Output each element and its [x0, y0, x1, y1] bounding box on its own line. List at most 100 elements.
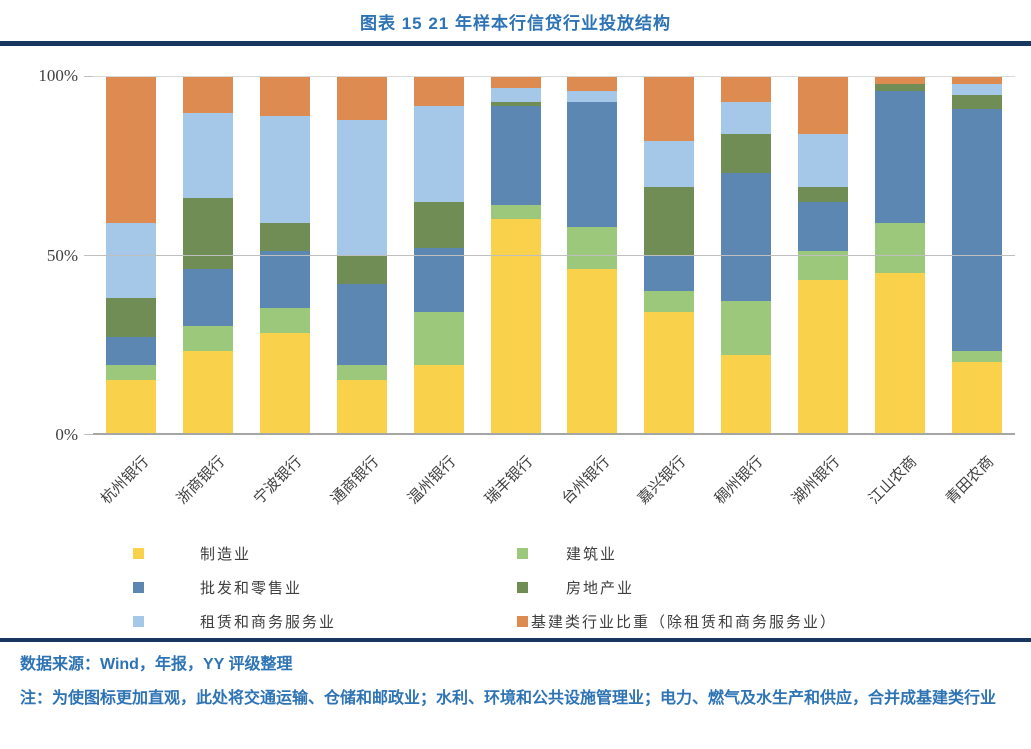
x-axis-label-text: 湖州银行 [789, 453, 844, 508]
bar-segment [797, 251, 848, 280]
chart-title: 图表 15 21 年样本行信贷行业投放结构 [360, 14, 671, 33]
bar-segment [490, 77, 541, 88]
note-text: 注：为使图标更加直观，此处将交通运输、仓储和邮政业；水利、环境和公共设施管理业；… [20, 690, 997, 707]
bar-segment [644, 77, 695, 142]
y-axis-tickmark [84, 76, 93, 77]
legend-label: 批发和零售业 [200, 580, 303, 597]
stacked-bar [874, 77, 925, 433]
stacked-bar [721, 77, 772, 433]
bar-segment [797, 134, 848, 188]
bar-column [247, 77, 324, 433]
legend-label: 制造业 [200, 546, 252, 563]
stacked-bar [951, 77, 1002, 433]
bar-segment [336, 365, 387, 380]
bar-segment [490, 105, 541, 206]
legend-swatch [517, 547, 528, 559]
legend-label: 基建类行业比重（除租赁和商务服务业） [531, 614, 838, 631]
bar-segment [874, 272, 925, 433]
footer-divider [0, 638, 1031, 642]
bar-segment [106, 336, 157, 366]
stacked-bar [260, 77, 311, 433]
bar-segment [336, 255, 387, 284]
stacked-bar [797, 77, 848, 433]
bar-segment [413, 201, 464, 248]
bar-segment [797, 187, 848, 202]
bar-segment [490, 87, 541, 102]
y-axis-tick-50: 50% [46, 245, 78, 265]
legend-item: 批发和零售业 [133, 570, 517, 604]
bar-column [938, 77, 1015, 433]
x-axis-label-text: 温州银行 [405, 453, 460, 508]
x-axis-label-text: 浙商银行 [174, 453, 229, 508]
legend-swatch [133, 547, 144, 559]
y-axis-tickmark [84, 255, 93, 256]
bar-segment [951, 77, 1002, 85]
bar-segment [874, 222, 925, 273]
bar-segment [413, 105, 464, 202]
bar-segment [721, 354, 772, 433]
legend-swatch [517, 615, 528, 627]
bar-segment [644, 187, 695, 256]
bar-segment [567, 226, 618, 270]
bar-segment [260, 116, 311, 223]
legend-swatch [133, 581, 144, 593]
legend-label: 房地产业 [566, 580, 635, 597]
footer: 数据来源：Wind，年报，YY 评级整理 注：为使图标更加直观，此处将交通运输、… [0, 642, 1031, 714]
bar-segment [951, 84, 1002, 95]
bar-segment [260, 251, 311, 309]
bar-segment [951, 361, 1002, 433]
x-axis-label-text: 江山农商 [866, 453, 921, 508]
bar-column [861, 77, 938, 433]
bar-segment [721, 301, 772, 355]
bar-segment [721, 101, 772, 134]
bar-segment [797, 77, 848, 134]
bar-segment [874, 84, 925, 92]
bar-segment [183, 351, 234, 433]
bar-segment [567, 101, 618, 227]
stacked-bar [644, 77, 695, 433]
legend: 制造业 批发和零售业 租赁和商务服务业 建筑业 房地产业 基建类行业比重（除租赁和商务服… [0, 536, 1031, 638]
bar-segment [413, 311, 464, 366]
bar-column [554, 77, 631, 433]
stacked-bar [106, 77, 157, 433]
bar-segment [567, 91, 618, 102]
x-axis-labels: 杭州银行 浙商银行 宁波银行 通商银行 温州银行 瑞丰银行 台州银行 嘉兴银行 稠州银行 湖州银行… [93, 445, 1015, 528]
bar-segment [260, 308, 311, 334]
x-axis-label-text: 瑞丰银行 [482, 453, 536, 508]
bar-segment [644, 311, 695, 433]
bar-segment [336, 119, 387, 256]
legend-label: 租赁和商务服务业 [200, 614, 337, 631]
legend-column-left: 制造业批发和零售业租赁和商务服务业 [133, 536, 517, 638]
bar-column [784, 77, 861, 433]
bar-segment [336, 379, 387, 433]
bar-segment [797, 201, 848, 252]
bar-segment [413, 365, 464, 433]
bar-column [708, 77, 785, 433]
bar-segment [106, 297, 157, 337]
x-axis-label-text: 嘉兴银行 [635, 453, 690, 508]
bar-segment [413, 77, 464, 106]
y-axis-tick-0: 0% [55, 425, 78, 444]
bar-column [170, 77, 247, 433]
bar-segment [951, 351, 1002, 362]
legend-item: 房地产业 [517, 570, 837, 604]
bar-segment [336, 77, 387, 120]
bar-segment [106, 77, 157, 223]
bar-column [400, 77, 477, 433]
legend-column-right: 建筑业 房地产业 基建类行业比重（除租赁和商务服务业） [517, 536, 837, 638]
gridline-50-percent [93, 255, 1015, 256]
bar-segment [874, 77, 925, 85]
data-source-text: 数据来源：Wind，年报，YY 评级整理 [20, 656, 293, 673]
bar-segment [721, 77, 772, 102]
y-axis-tickmark [84, 434, 93, 435]
bar-segment [721, 173, 772, 302]
bar-segment [644, 141, 695, 188]
bar-segment [951, 94, 1002, 110]
bar-segment [260, 223, 311, 252]
bar-segment [567, 269, 618, 433]
stacked-bar [183, 77, 234, 433]
bar-segment [183, 326, 234, 352]
bar-segment [721, 133, 772, 174]
bar-column [323, 77, 400, 433]
